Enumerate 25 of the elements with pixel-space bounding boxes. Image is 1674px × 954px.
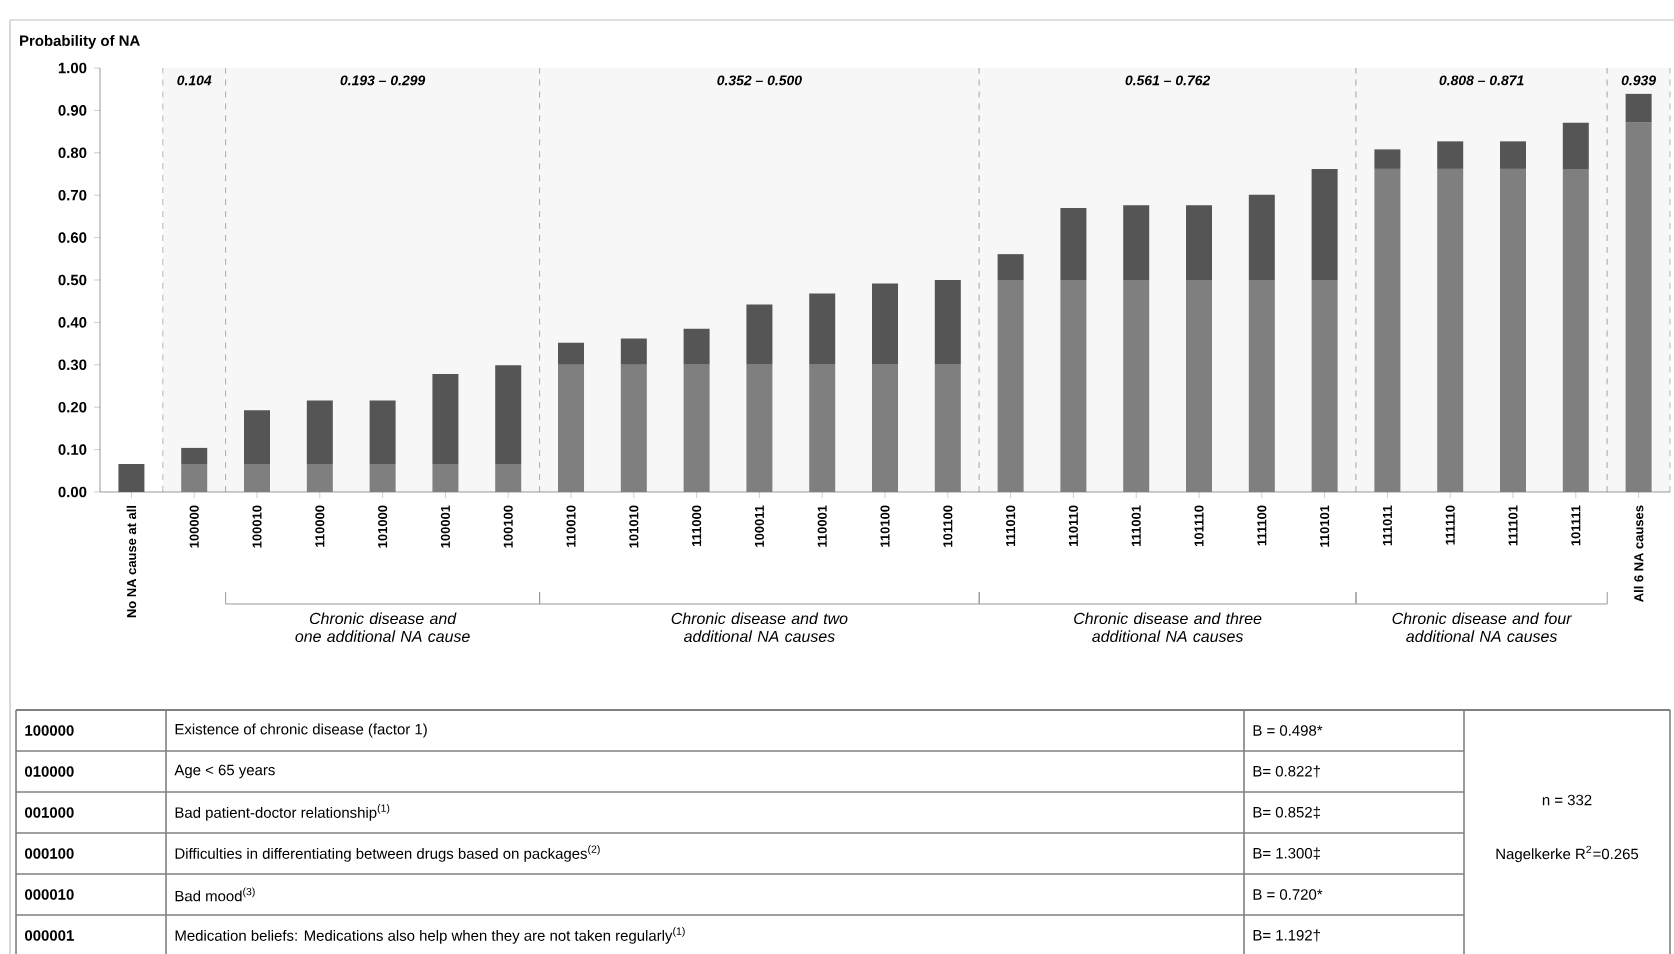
bar	[432, 374, 459, 465]
bar	[1123, 205, 1150, 280]
bar	[1437, 141, 1464, 169]
bar	[1500, 141, 1527, 169]
bar	[1186, 205, 1213, 280]
bar	[558, 342, 585, 365]
bar	[1625, 93, 1652, 123]
bar	[997, 254, 1024, 280]
bar	[934, 280, 961, 365]
bar	[369, 400, 396, 465]
bar	[181, 447, 208, 465]
bar	[1374, 149, 1401, 169]
bar	[746, 304, 773, 365]
bar	[306, 400, 333, 465]
bar	[872, 283, 899, 365]
bar	[683, 328, 710, 365]
bar	[244, 410, 271, 465]
bar	[1248, 194, 1275, 280]
bar	[809, 293, 836, 365]
bar	[118, 464, 145, 492]
bar	[1562, 122, 1589, 169]
bar	[620, 338, 647, 365]
bar	[495, 365, 522, 465]
bar	[1311, 168, 1338, 280]
bar	[1060, 207, 1087, 280]
